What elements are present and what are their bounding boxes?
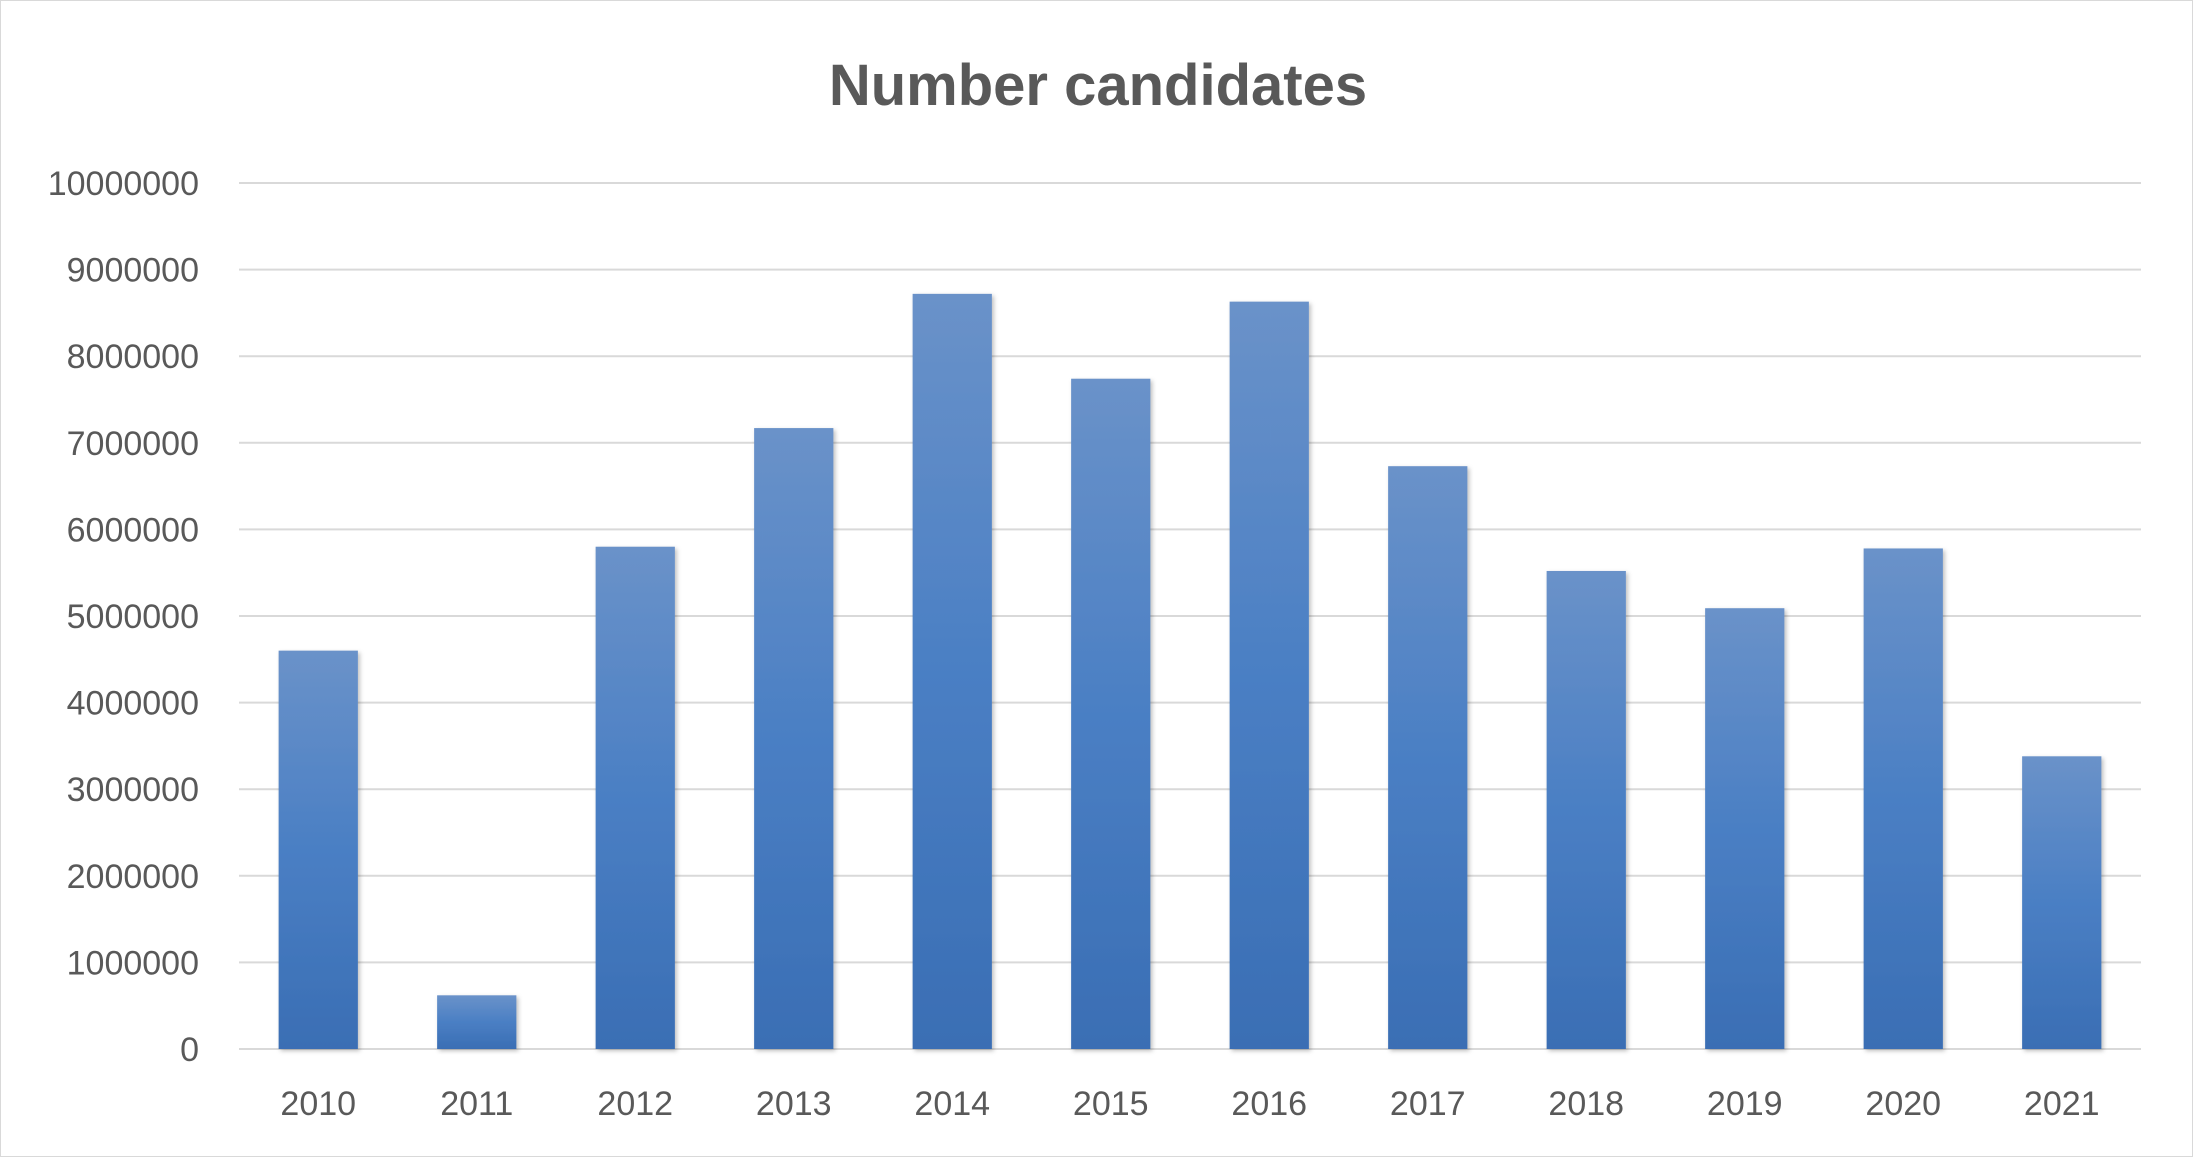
chart-title: Number candidates <box>829 53 1367 118</box>
bar-2017 <box>1388 466 1468 1049</box>
bar-2010 <box>278 650 358 1049</box>
y-tick-label: 0 <box>180 1031 199 1069</box>
gridlines <box>239 182 2141 1050</box>
y-tick-label: 9000000 <box>67 252 199 290</box>
x-axis-ticks: 2010 2011 2012 2013 2014 2015 2016 2017 2018 2019… <box>280 1085 2099 1123</box>
bar-2015 <box>1071 378 1151 1049</box>
y-tick-label: 3000000 <box>67 771 199 809</box>
y-tick-label: 1000000 <box>67 944 199 982</box>
y-axis-ticks: 0 1000000 2000000 3000000 4000000 5000000 6000… <box>48 165 199 1069</box>
y-tick-label: 2000000 <box>67 858 199 896</box>
bar-2014 <box>912 293 992 1049</box>
bar-2016 <box>1229 301 1309 1050</box>
y-tick-label: 6000000 <box>67 511 199 549</box>
y-tick-label: 10000000 <box>48 165 199 203</box>
bar-2020 <box>1863 548 1943 1049</box>
y-tick-label: 7000000 <box>67 425 199 463</box>
x-tick-label: 2012 <box>597 1085 673 1123</box>
bar-2021 <box>2022 756 2102 1049</box>
bar-2019 <box>1705 608 1785 1049</box>
x-tick-label: 2011 <box>440 1085 513 1123</box>
bar-2012 <box>595 546 675 1049</box>
x-tick-label: 2021 <box>2024 1085 2100 1123</box>
bar-2011 <box>437 995 517 1049</box>
y-tick-label: 5000000 <box>67 598 199 636</box>
bar-2018 <box>1546 570 1626 1049</box>
x-tick-label: 2014 <box>914 1085 990 1123</box>
y-tick-label: 4000000 <box>67 685 199 723</box>
x-tick-label: 2020 <box>1865 1085 1941 1123</box>
bar-2013 <box>754 428 834 1049</box>
x-tick-label: 2017 <box>1390 1085 1466 1123</box>
bars <box>278 293 2102 1050</box>
x-tick-label: 2010 <box>280 1085 356 1123</box>
x-tick-label: 2013 <box>756 1085 832 1123</box>
y-tick-label: 8000000 <box>67 338 199 376</box>
x-tick-label: 2015 <box>1073 1085 1149 1123</box>
x-tick-label: 2019 <box>1707 1085 1783 1123</box>
x-tick-label: 2018 <box>1548 1085 1624 1123</box>
x-tick-label: 2016 <box>1231 1085 1307 1123</box>
